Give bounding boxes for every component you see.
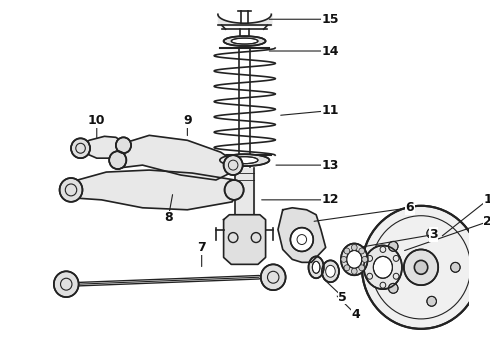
Text: 12: 12 xyxy=(322,193,339,206)
Text: 8: 8 xyxy=(164,211,172,224)
Ellipse shape xyxy=(309,256,324,278)
Ellipse shape xyxy=(231,157,258,164)
Circle shape xyxy=(351,244,357,251)
Text: 6: 6 xyxy=(405,201,414,214)
Circle shape xyxy=(60,178,82,202)
Polygon shape xyxy=(68,170,238,210)
Circle shape xyxy=(451,262,460,272)
Text: 1: 1 xyxy=(484,193,490,206)
Text: 15: 15 xyxy=(322,13,339,26)
Circle shape xyxy=(389,283,398,293)
Ellipse shape xyxy=(220,154,270,166)
Circle shape xyxy=(344,265,350,271)
Circle shape xyxy=(427,228,437,238)
Text: 9: 9 xyxy=(183,114,192,127)
Circle shape xyxy=(261,264,286,290)
Circle shape xyxy=(344,248,350,254)
Polygon shape xyxy=(278,208,326,262)
Circle shape xyxy=(116,137,131,153)
Ellipse shape xyxy=(364,246,402,289)
Circle shape xyxy=(54,271,78,297)
Text: 2: 2 xyxy=(484,215,490,228)
Text: 4: 4 xyxy=(352,309,361,321)
Circle shape xyxy=(359,265,365,271)
Circle shape xyxy=(427,296,437,306)
Text: 10: 10 xyxy=(88,114,105,127)
Ellipse shape xyxy=(312,261,320,273)
Circle shape xyxy=(71,138,90,158)
Circle shape xyxy=(359,248,365,254)
Circle shape xyxy=(341,256,346,262)
Text: 11: 11 xyxy=(322,104,339,117)
Ellipse shape xyxy=(341,243,368,275)
Ellipse shape xyxy=(322,260,339,282)
Circle shape xyxy=(109,151,126,169)
Circle shape xyxy=(389,241,398,251)
Circle shape xyxy=(415,260,428,274)
Polygon shape xyxy=(78,136,125,158)
Ellipse shape xyxy=(346,251,362,268)
Circle shape xyxy=(223,155,243,175)
Text: 13: 13 xyxy=(322,159,339,172)
Polygon shape xyxy=(116,135,235,180)
Text: 3: 3 xyxy=(429,228,438,241)
Circle shape xyxy=(224,180,244,200)
Circle shape xyxy=(404,249,438,285)
Circle shape xyxy=(362,256,368,262)
Polygon shape xyxy=(223,215,266,264)
Text: 5: 5 xyxy=(339,291,347,303)
Ellipse shape xyxy=(231,38,258,44)
Circle shape xyxy=(291,228,313,251)
Text: 14: 14 xyxy=(322,45,339,58)
Ellipse shape xyxy=(326,265,335,277)
Circle shape xyxy=(351,268,357,274)
Circle shape xyxy=(362,206,480,329)
Text: 7: 7 xyxy=(197,241,206,254)
Ellipse shape xyxy=(223,36,266,46)
Ellipse shape xyxy=(373,256,392,278)
